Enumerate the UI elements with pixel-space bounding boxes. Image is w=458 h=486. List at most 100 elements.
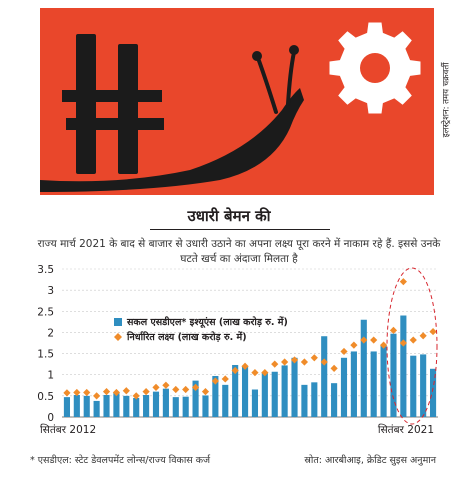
footnote: * एसडीएल: स्टेट डेवलपमेंट लोन्स/राज्य वि… bbox=[30, 455, 211, 466]
target-marker bbox=[211, 377, 219, 385]
target-marker bbox=[122, 387, 130, 395]
target-marker bbox=[132, 392, 140, 400]
issuance-bar bbox=[93, 400, 100, 417]
y-tick-label: 2 bbox=[47, 327, 54, 339]
y-tick-label: 3 bbox=[47, 285, 54, 297]
target-marker bbox=[102, 388, 111, 396]
issuance-bar bbox=[340, 357, 348, 417]
issuance-bar bbox=[281, 365, 288, 417]
issuance-bar bbox=[311, 382, 318, 417]
issuance-bar bbox=[133, 397, 140, 417]
issuance-bar bbox=[182, 396, 189, 417]
target-marker bbox=[350, 341, 358, 349]
rupee-symbol-icon bbox=[62, 34, 164, 174]
target-marker bbox=[261, 369, 269, 377]
source-note: स्रोत: आरबीआइ, क्रेडिट सुइस अनुमान bbox=[304, 455, 436, 466]
target-marker bbox=[379, 341, 388, 349]
target-marker bbox=[93, 392, 101, 400]
target-marker bbox=[83, 388, 91, 397]
target-marker bbox=[73, 388, 81, 397]
target-marker bbox=[221, 375, 229, 383]
target-marker bbox=[419, 332, 427, 340]
issuance-bar bbox=[271, 371, 278, 417]
issuance-bars bbox=[63, 315, 437, 417]
target-marker bbox=[251, 369, 259, 377]
gear-hole bbox=[360, 53, 390, 83]
target-marker bbox=[370, 336, 378, 344]
target-marker bbox=[429, 327, 437, 336]
target-marker bbox=[182, 385, 190, 394]
issuance-bar bbox=[222, 384, 229, 417]
snail-icon bbox=[40, 45, 304, 192]
issuance-bar bbox=[429, 368, 437, 417]
issuance-bar bbox=[360, 319, 367, 417]
target-marker bbox=[340, 347, 348, 356]
issuance-bar bbox=[73, 395, 80, 417]
issuance-bar bbox=[152, 391, 160, 417]
target-marker bbox=[241, 362, 249, 370]
x-tick-label: सितंबर 2012 bbox=[40, 423, 96, 436]
issuance-bar bbox=[370, 351, 377, 417]
issuance-bar bbox=[301, 384, 308, 417]
y-tick-label: 1.5 bbox=[37, 349, 54, 361]
target-marker bbox=[231, 366, 239, 375]
target-marker bbox=[271, 360, 279, 368]
target-marker bbox=[399, 278, 407, 286]
issuance-bar bbox=[321, 336, 328, 417]
gear-icon bbox=[329, 22, 421, 114]
target-marker bbox=[162, 381, 170, 389]
y-tick-label: 3.5 bbox=[37, 264, 54, 276]
illustration bbox=[40, 8, 434, 195]
issuance-bar bbox=[162, 388, 169, 417]
y-tick-label: 0 bbox=[47, 412, 54, 424]
target-marker bbox=[389, 326, 398, 334]
issuance-bar bbox=[202, 395, 209, 417]
issuance-bar bbox=[63, 397, 71, 417]
target-marker bbox=[201, 388, 210, 396]
issuance-bar bbox=[172, 397, 179, 417]
legend-label-markers: निर्धारित लक्ष्य (लाख करोड़ रु. में) bbox=[126, 331, 247, 343]
target-marker bbox=[112, 388, 121, 397]
issuance-bar bbox=[113, 392, 120, 417]
issuance-bar bbox=[390, 333, 397, 417]
issuance-bar bbox=[103, 395, 110, 417]
target-marker bbox=[320, 358, 328, 366]
issuance-bar bbox=[261, 372, 268, 417]
target-markers bbox=[63, 278, 437, 400]
issuance-bar bbox=[350, 351, 357, 417]
issuance-bar bbox=[331, 383, 338, 417]
y-tick-label: 2.5 bbox=[37, 306, 54, 318]
issuance-bar bbox=[291, 357, 298, 417]
target-marker bbox=[330, 364, 338, 372]
issuance-bar bbox=[241, 366, 249, 417]
legend-label-bars: सकल एसडीएल* इश्यूएंस (लाख करोड़ रु. में) bbox=[126, 316, 288, 328]
target-marker bbox=[191, 383, 200, 391]
y-tick-label: 0.5 bbox=[37, 391, 54, 403]
x-axis-ticks: सितंबर 2012 सितंबर 2021 bbox=[40, 423, 434, 436]
title-underline bbox=[150, 229, 330, 230]
target-marker bbox=[290, 356, 299, 364]
chart-subtitle: राज्य मार्च 2021 के बाद से बाजार से उधार… bbox=[37, 238, 441, 265]
issuance-bar bbox=[83, 395, 90, 417]
x-tick-label: सितंबर 2021 bbox=[378, 423, 434, 436]
target-marker bbox=[360, 336, 368, 344]
chart-title: उधारी बेमन की bbox=[187, 207, 271, 225]
highlight-ellipse bbox=[386, 267, 438, 425]
target-marker bbox=[172, 385, 180, 394]
issuance-bar bbox=[410, 355, 417, 417]
y-axis-ticks: 0 0.5 1 1.5 2 2.5 3 3.5 bbox=[37, 264, 54, 424]
y-tick-label: 1 bbox=[47, 370, 54, 382]
issuance-bar bbox=[143, 395, 150, 417]
legend-swatch-bars bbox=[114, 318, 122, 326]
target-marker bbox=[399, 339, 407, 347]
target-marker bbox=[142, 388, 150, 396]
target-marker bbox=[152, 383, 160, 391]
issuance-bar bbox=[251, 389, 259, 417]
issuance-bar bbox=[212, 375, 219, 417]
legend-swatch-markers bbox=[114, 333, 122, 341]
issuance-bar bbox=[380, 345, 387, 417]
target-marker bbox=[281, 358, 289, 366]
target-marker bbox=[409, 336, 417, 344]
target-marker bbox=[63, 389, 71, 397]
